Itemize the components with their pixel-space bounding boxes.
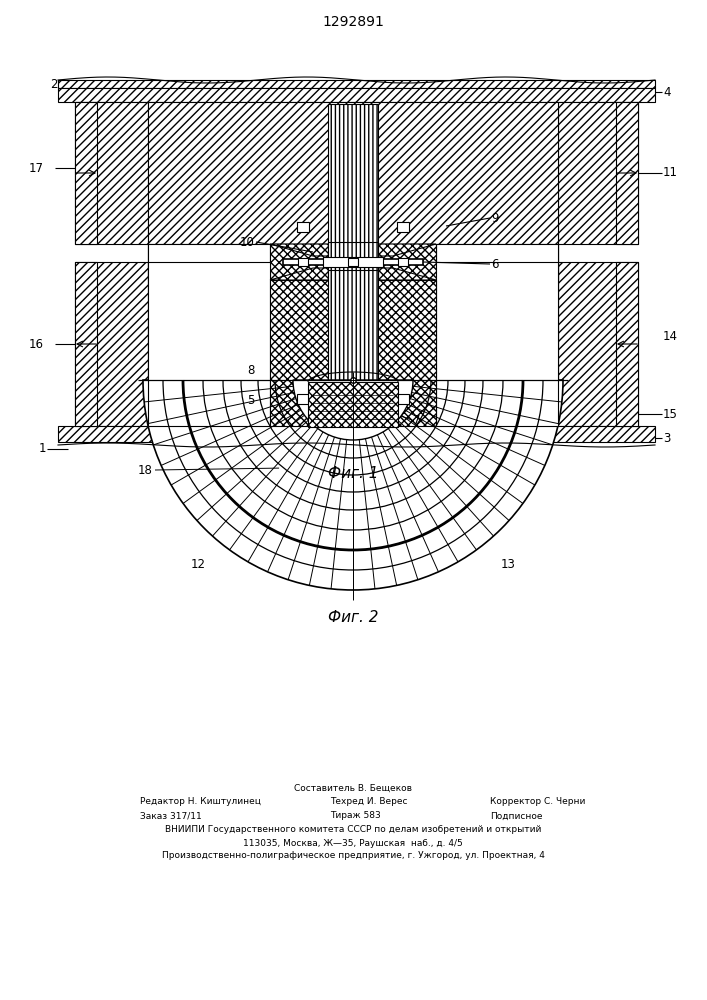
Bar — [397, 222, 409, 232]
Bar — [148, 244, 558, 426]
Bar — [58, 426, 655, 442]
Text: Техред И. Верес: Техред И. Верес — [330, 798, 407, 806]
Bar — [328, 242, 378, 282]
Text: 12: 12 — [190, 558, 206, 572]
Text: 16: 16 — [29, 338, 44, 351]
Text: Составитель В. Бещеков: Составитель В. Бещеков — [294, 784, 412, 792]
Bar — [398, 258, 408, 266]
Bar — [297, 222, 309, 232]
Bar — [328, 104, 378, 278]
Text: Подписное: Подписное — [490, 812, 542, 820]
Wedge shape — [143, 380, 563, 590]
Bar — [616, 262, 638, 426]
Text: 4: 4 — [663, 86, 670, 99]
Bar — [616, 102, 638, 244]
Text: 113035, Москва, Ж—35, Раушская  наб., д. 4/5: 113035, Москва, Ж—35, Раушская наб., д. … — [243, 838, 463, 848]
Bar — [75, 102, 97, 244]
Bar — [308, 382, 398, 427]
Bar — [436, 262, 558, 426]
Text: 8: 8 — [247, 364, 255, 377]
Bar — [148, 244, 270, 280]
Bar — [270, 280, 436, 426]
Bar — [283, 259, 423, 265]
Text: 13: 13 — [501, 558, 515, 572]
Bar — [298, 258, 308, 266]
Bar — [75, 102, 148, 244]
Text: 10: 10 — [240, 235, 255, 248]
Text: 1: 1 — [38, 442, 46, 456]
Text: 11: 11 — [663, 166, 678, 180]
Text: 1292891: 1292891 — [322, 15, 384, 29]
Text: 3: 3 — [663, 432, 670, 444]
Text: 17: 17 — [29, 161, 44, 174]
Text: Производственно-полиграфическое предприятие, г. Ужгород, ул. Проектная, 4: Производственно-полиграфическое предприя… — [162, 852, 544, 860]
Bar — [75, 262, 97, 426]
Text: Редактор Н. Киштулинец: Редактор Н. Киштулинец — [140, 798, 261, 806]
Bar — [328, 268, 378, 424]
Text: Фиг. 1: Фиг. 1 — [328, 466, 378, 481]
Bar — [58, 88, 655, 102]
Text: ВНИИПИ Государственного комитета СССР по делам изобретений и открытий: ВНИИПИ Государственного комитета СССР по… — [165, 826, 541, 834]
Bar — [436, 244, 558, 280]
Text: Тираж 583: Тираж 583 — [330, 812, 381, 820]
Text: 6: 6 — [491, 257, 498, 270]
Bar — [75, 262, 148, 426]
Bar — [558, 262, 638, 426]
Bar — [148, 102, 558, 280]
Bar — [328, 264, 378, 270]
Bar — [270, 244, 436, 280]
Bar — [323, 257, 383, 267]
Wedge shape — [293, 380, 413, 440]
Text: 5: 5 — [247, 394, 255, 408]
Text: Заказ 317/11: Заказ 317/11 — [140, 812, 201, 820]
Bar — [558, 102, 638, 244]
Polygon shape — [270, 244, 436, 256]
Text: Корректор С. Черни: Корректор С. Черни — [490, 798, 585, 806]
Text: 14: 14 — [663, 330, 678, 342]
Bar — [148, 262, 270, 426]
Bar — [297, 394, 309, 404]
Text: Фиг. 2: Фиг. 2 — [328, 610, 378, 626]
Text: 9: 9 — [491, 212, 498, 225]
Text: 7: 7 — [413, 414, 421, 426]
Polygon shape — [270, 268, 436, 280]
Bar — [58, 80, 655, 88]
Text: 2: 2 — [50, 78, 58, 91]
Text: 18: 18 — [138, 464, 153, 477]
Bar — [397, 394, 409, 404]
Text: 15: 15 — [663, 408, 678, 420]
Bar — [348, 258, 358, 266]
